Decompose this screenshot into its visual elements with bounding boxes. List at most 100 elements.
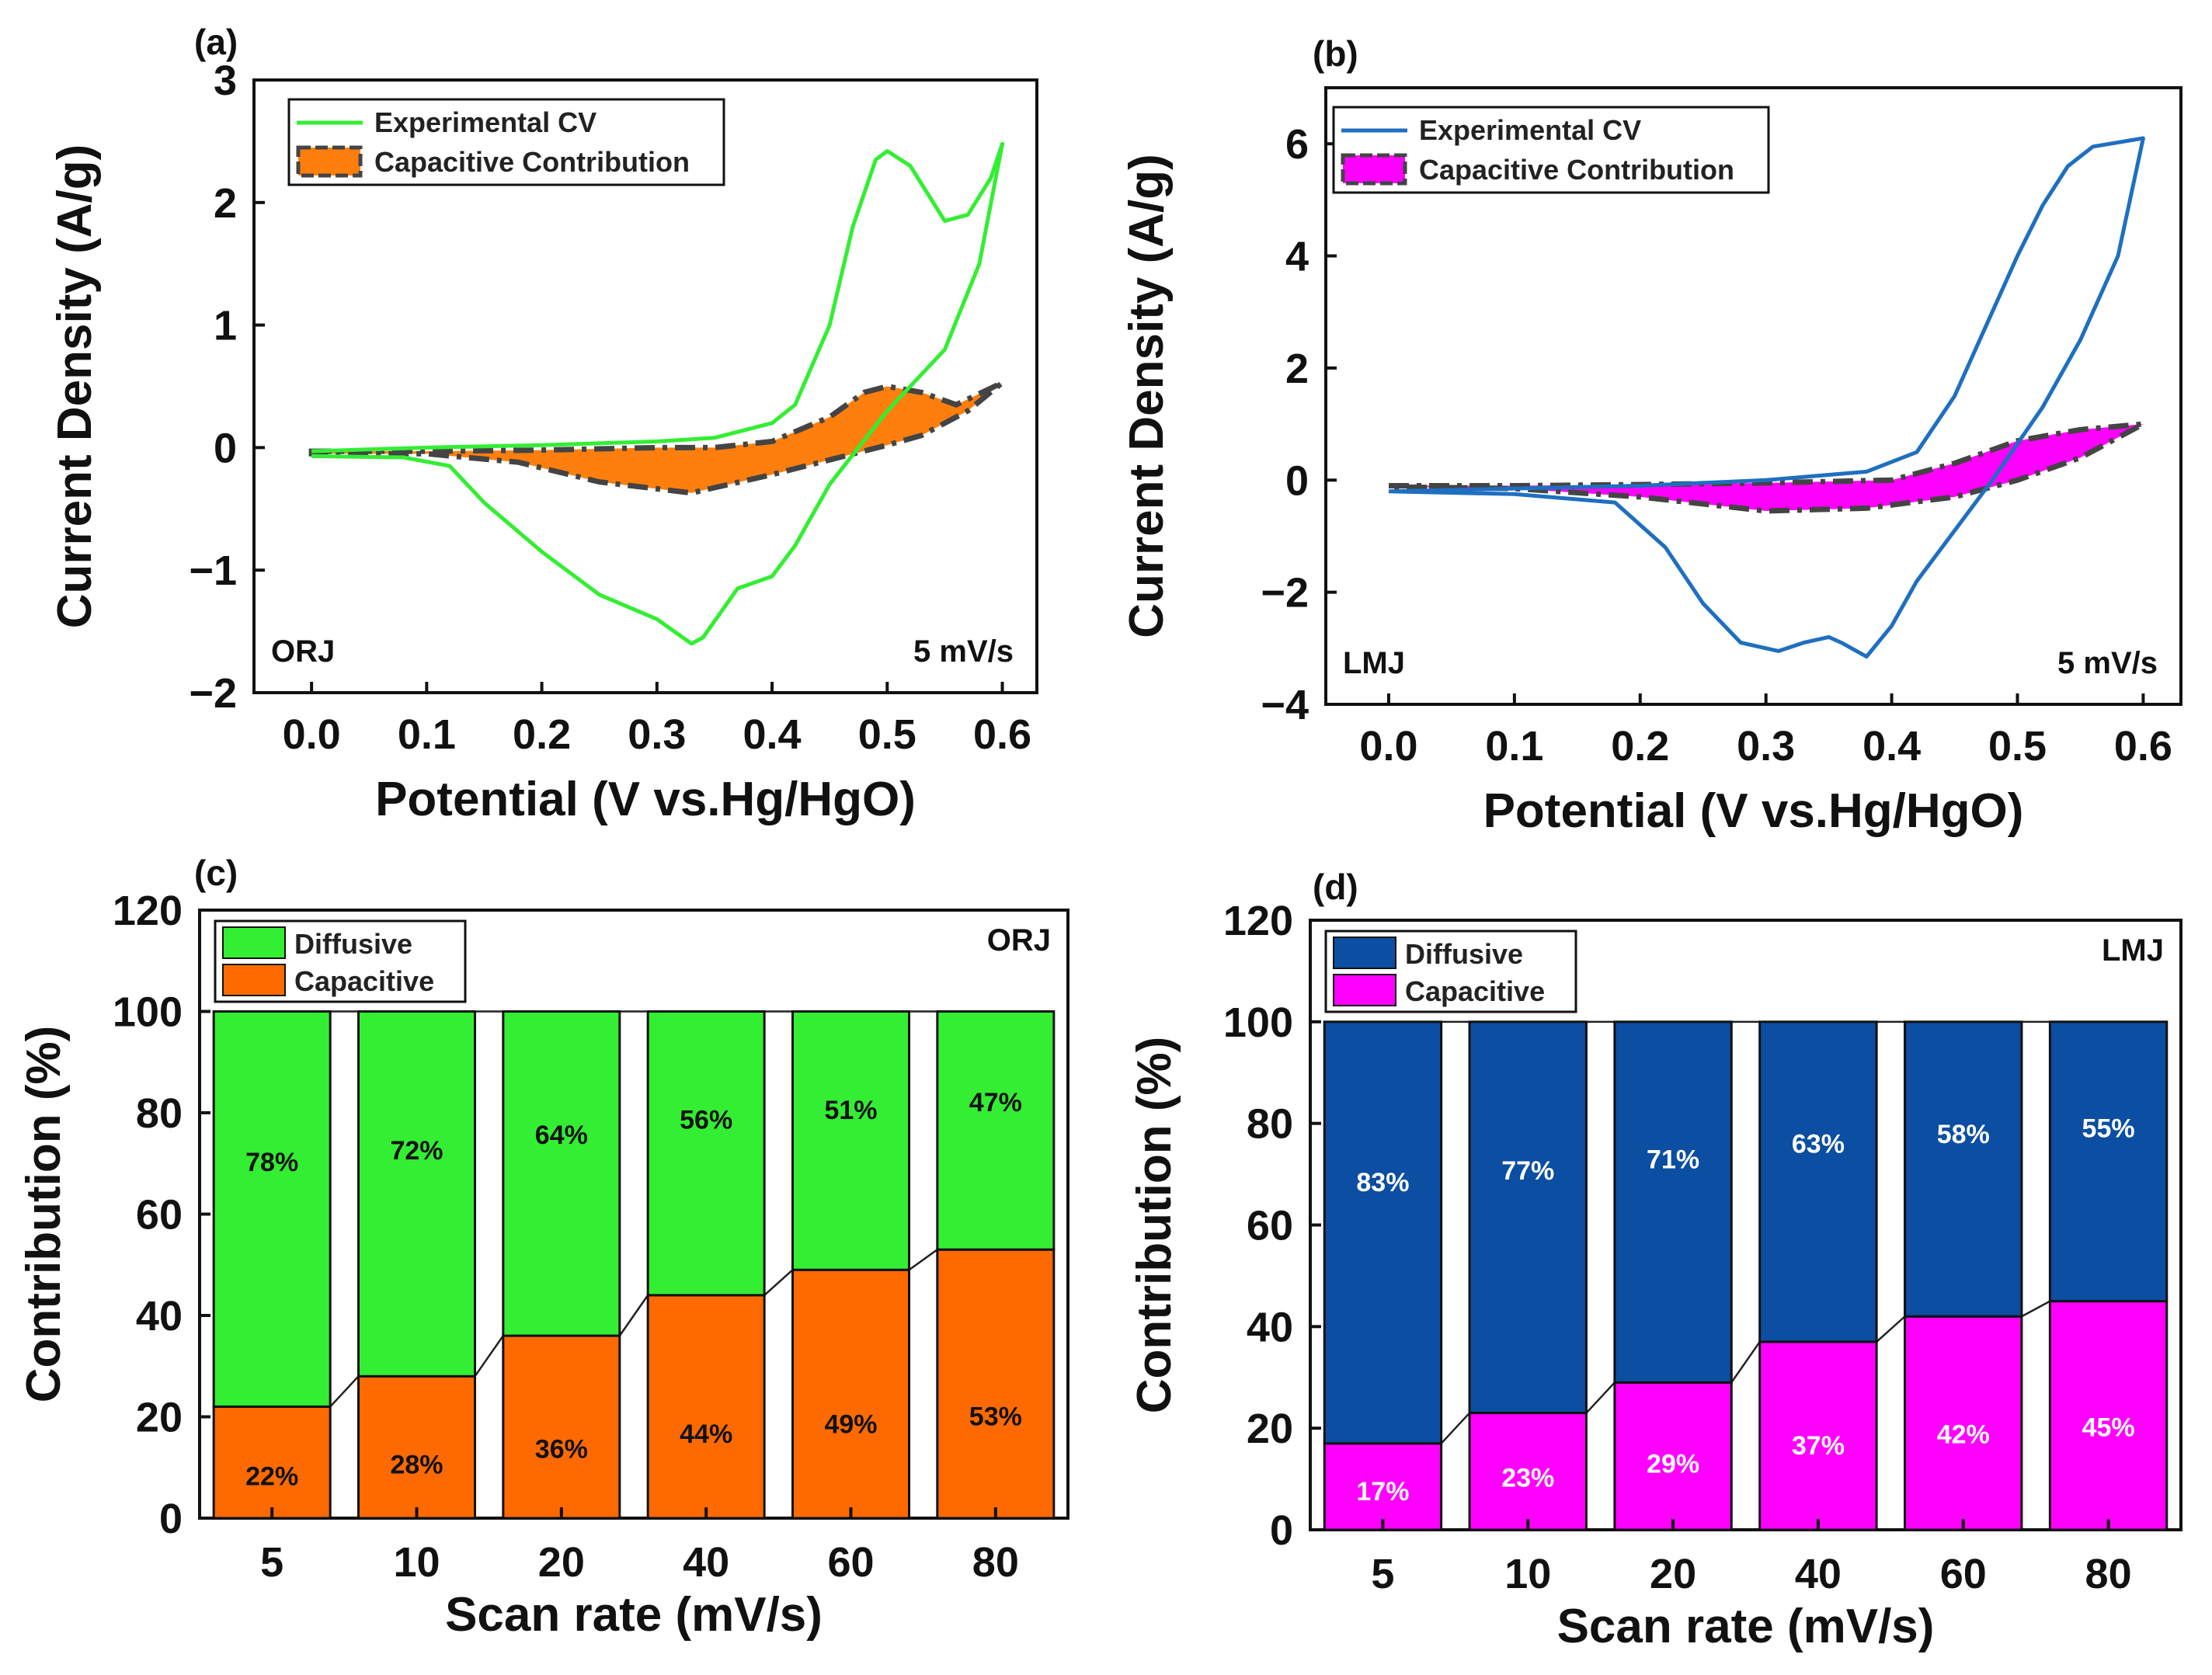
y-tick-label: 80 bbox=[1247, 1101, 1293, 1148]
diffusive-bar bbox=[1468, 1020, 1588, 1415]
capacitive-bar bbox=[1758, 1340, 1878, 1531]
x-tick-label: 60 bbox=[1940, 1551, 1987, 1597]
y-axis-title: Contribution (%) bbox=[1128, 1037, 1181, 1414]
x-axis-title: Scan rate (mV/s) bbox=[445, 1588, 823, 1642]
panel-label: (d) bbox=[1313, 867, 1358, 907]
x-axis-title: Potential (V vs.Hg/HgO) bbox=[375, 773, 916, 826]
legend-item-diffusive: Diffusive bbox=[294, 928, 412, 960]
bar-chart-lmj: 17% 83% 5 23% 77% 10 29% 71% 20 37% 63% 40 42% 58% 60 4… bbox=[1128, 867, 2182, 1653]
capacitive-value-label: 44% bbox=[680, 1420, 732, 1449]
panel-label: (a) bbox=[194, 22, 238, 62]
legend-item-experimental-cv: Experimental CV bbox=[1419, 114, 1641, 146]
legend-item-capacitive: Capacitive bbox=[294, 965, 434, 997]
panel-label: (c) bbox=[194, 853, 238, 893]
x-tick-label: 0.5 bbox=[858, 711, 916, 758]
boundary-connector bbox=[1876, 1315, 1906, 1343]
experimental-cv-curve bbox=[311, 141, 1004, 646]
boundary-connector bbox=[908, 1249, 938, 1271]
diffusive-value-label: 56% bbox=[680, 1105, 732, 1135]
y-tick-label: 6 bbox=[1285, 121, 1309, 168]
y-tick-label: 0 bbox=[1285, 457, 1309, 504]
x-tick-label: 60 bbox=[827, 1539, 874, 1586]
x-tick-label: 80 bbox=[2085, 1551, 2132, 1597]
capacitive-contribution-region bbox=[1386, 421, 2145, 514]
boundary-connector bbox=[329, 1375, 360, 1408]
y-tick-label: −1 bbox=[189, 547, 237, 594]
sample-label: LMJ bbox=[2102, 933, 2164, 968]
capacitive-bar bbox=[791, 1268, 910, 1520]
legend-item-diffusive: Diffusive bbox=[1405, 938, 1523, 970]
experimental-cv-curve bbox=[1388, 136, 2145, 659]
cv-chart-lmj: 0.0 0.1 0.2 0.3 0.4 0.5 0.6 −4 −2 0 2 4 6 Potential (… bbox=[1120, 33, 2182, 838]
diffusive-bar bbox=[1323, 1020, 1443, 1445]
y-tick-label: 2 bbox=[214, 180, 237, 227]
capacitive-value-label: 22% bbox=[245, 1461, 298, 1491]
capacitive-value-label: 45% bbox=[2082, 1413, 2135, 1443]
boundary-connector bbox=[763, 1269, 794, 1296]
plot-frame bbox=[252, 78, 1038, 694]
legend-capacitive-swatch bbox=[296, 145, 363, 178]
x-tick-label: 0.5 bbox=[1988, 723, 2047, 770]
capacitive-value-label: 49% bbox=[824, 1410, 877, 1440]
x-tick-label: 0.6 bbox=[973, 711, 1031, 758]
x-tick-label: 0.3 bbox=[628, 711, 686, 758]
diffusive-bar bbox=[1758, 1020, 1878, 1343]
capacitive-bar bbox=[2048, 1300, 2169, 1531]
bar-chart-orj: 22% 78% 5 28% 72% 10 36% 64% 20 44% 56% 40 49% 51% 60 5… bbox=[17, 853, 1069, 1642]
x-tick-label: 80 bbox=[972, 1539, 1019, 1586]
x-tick-label: 10 bbox=[393, 1539, 440, 1586]
legend-capacitive-swatch bbox=[1341, 153, 1407, 186]
y-tick-label: 0 bbox=[1270, 1507, 1293, 1554]
x-axis-title: Potential (V vs.Hg/HgO) bbox=[1483, 784, 2024, 838]
y-tick-label: 20 bbox=[1247, 1406, 1293, 1452]
legend-item-capacitive-contribution: Capacitive Contribution bbox=[374, 146, 690, 178]
capacitive-value-label: 17% bbox=[1356, 1477, 1409, 1506]
capacitive-bar bbox=[936, 1248, 1056, 1520]
boundary-connector bbox=[2021, 1300, 2050, 1318]
legend: Diffusive Capacitive bbox=[214, 919, 467, 1003]
legend-item-capacitive: Capacitive bbox=[1405, 975, 1545, 1007]
boundary-connector bbox=[1730, 1341, 1761, 1384]
legend-item-capacitive-contribution: Capacitive Contribution bbox=[1419, 154, 1734, 186]
capacitive-value-label: 23% bbox=[1501, 1463, 1554, 1493]
y-tick-label: 0 bbox=[214, 425, 237, 471]
diffusive-bar bbox=[212, 1010, 332, 1408]
scan-rate-annotation: 5 mV/s bbox=[2057, 646, 2158, 680]
plot-frame bbox=[1324, 86, 2182, 706]
diffusive-value-label: 71% bbox=[1647, 1145, 1699, 1174]
y-tick-label: 4 bbox=[1285, 234, 1309, 280]
x-tick-label: 10 bbox=[1504, 1551, 1551, 1597]
y-axis-title: Current Density (A/g) bbox=[1120, 154, 1174, 638]
x-tick-label: 0.4 bbox=[1862, 723, 1921, 770]
diffusive-value-label: 64% bbox=[535, 1121, 588, 1150]
capacitive-value-label: 29% bbox=[1647, 1450, 1699, 1479]
y-tick-label: 40 bbox=[136, 1293, 183, 1340]
diffusive-value-label: 55% bbox=[2082, 1114, 2135, 1144]
x-tick-label: 0.0 bbox=[1359, 723, 1417, 770]
x-tick-label: 0.1 bbox=[1485, 723, 1543, 770]
legend-box bbox=[287, 98, 725, 186]
x-tick-label: 5 bbox=[260, 1539, 283, 1586]
x-tick-label: 0.2 bbox=[1611, 723, 1669, 770]
y-tick-label: −4 bbox=[1261, 682, 1309, 728]
boundary-connector bbox=[618, 1294, 649, 1336]
y-tick-label: 2 bbox=[1285, 346, 1309, 392]
boundary-connector bbox=[1585, 1381, 1616, 1414]
capacitive-value-label: 42% bbox=[1937, 1420, 1990, 1449]
y-tick-label: 120 bbox=[113, 888, 183, 934]
diffusive-value-label: 51% bbox=[824, 1096, 877, 1125]
y-tick-label: −2 bbox=[1261, 570, 1309, 617]
diffusive-value-label: 77% bbox=[1501, 1156, 1554, 1186]
capacitive-bar bbox=[502, 1334, 621, 1520]
capacitive-value-label: 37% bbox=[1792, 1431, 1845, 1461]
capacitive-value-label: 36% bbox=[535, 1435, 588, 1465]
y-tick-label: 1 bbox=[214, 303, 237, 349]
legend: Diffusive Capacitive bbox=[1324, 930, 1577, 1013]
boundary-connector bbox=[474, 1335, 504, 1378]
x-tick-label: 5 bbox=[1371, 1551, 1394, 1597]
sample-label: ORJ bbox=[987, 923, 1051, 957]
capacitive-value-label: 53% bbox=[969, 1402, 1022, 1432]
diffusive-bar bbox=[1613, 1020, 1733, 1384]
y-tick-label: 60 bbox=[136, 1192, 183, 1239]
capacitive-bar bbox=[212, 1405, 332, 1520]
